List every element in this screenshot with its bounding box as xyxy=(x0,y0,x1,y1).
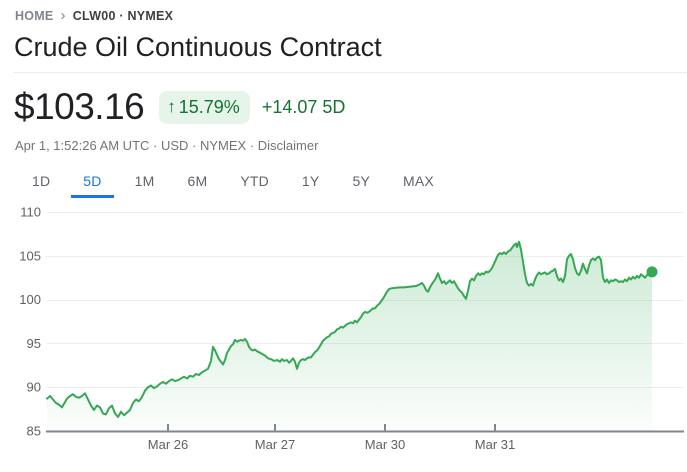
tab-5y[interactable]: 5Y xyxy=(352,173,370,190)
y-axis-label: 100 xyxy=(19,292,41,307)
last-price-dot xyxy=(646,266,658,278)
quote-summary: $103.16 ↑ 15.79% +14.07 5D xyxy=(14,86,673,128)
range-tabs: 1D 5D 1M 6M YTD 1Y 5Y MAX xyxy=(20,170,673,199)
price-line xyxy=(46,240,653,418)
quote-timestamp: Apr 1, 1:52:26 AM UTC · USD · NYMEX · xyxy=(15,138,255,154)
tab-5d[interactable]: 5D xyxy=(71,170,114,199)
price-value: $103.16 xyxy=(14,86,145,128)
change-percent-badge: ↑ 15.79% xyxy=(159,90,250,124)
x-axis-label: Mar 27 xyxy=(255,437,295,452)
x-axis-label: Mar 30 xyxy=(365,437,405,452)
breadcrumb-home-link[interactable]: HOME xyxy=(15,9,54,23)
breadcrumb: HOME › CLW00 · NYMEX xyxy=(15,6,673,24)
y-axis-label: 110 xyxy=(20,205,41,220)
x-axis-label: Mar 31 xyxy=(475,437,515,452)
tab-ytd[interactable]: YTD xyxy=(240,173,269,190)
change-percent-value: 15.79% xyxy=(178,96,240,117)
finance-quote-page: HOME › CLW00 · NYMEX Crude Oil Continuou… xyxy=(0,6,687,467)
arrow-up-icon: ↑ xyxy=(167,97,176,117)
y-axis-label: 95 xyxy=(27,336,41,351)
header-divider xyxy=(14,72,687,74)
x-axis-label: Mar 26 xyxy=(148,437,188,452)
tab-1y[interactable]: 1Y xyxy=(301,173,320,190)
y-axis-label: 105 xyxy=(19,248,41,263)
chevron-right-icon: › xyxy=(60,6,66,24)
change-absolute-value: +14.07 5D xyxy=(261,96,346,117)
y-axis-label: 90 xyxy=(27,380,41,395)
tab-1m[interactable]: 1M xyxy=(134,173,155,190)
disclaimer-link[interactable]: Disclaimer xyxy=(257,138,319,154)
price-area-fill xyxy=(47,241,652,431)
breadcrumb-symbol: CLW00 · NYMEX xyxy=(72,9,174,23)
price-chart[interactable]: 85 90 95 100 105 110 Mar 26 Mar 27 Mar 30 Mar 31 xyxy=(0,202,687,467)
tab-max[interactable]: MAX xyxy=(402,173,434,190)
tab-6m[interactable]: 6M xyxy=(187,173,208,190)
page-title: Crude Oil Continuous Contract xyxy=(14,32,382,62)
tab-1d[interactable]: 1D xyxy=(32,173,51,190)
price-chart-container: 85 90 95 100 105 110 Mar 26 Mar 27 Mar 30 Mar 31 xyxy=(0,202,687,467)
quote-info-line: Apr 1, 1:52:26 AM UTC · USD · NYMEX · Di… xyxy=(15,138,673,153)
y-axis-label: 85 xyxy=(27,424,41,439)
